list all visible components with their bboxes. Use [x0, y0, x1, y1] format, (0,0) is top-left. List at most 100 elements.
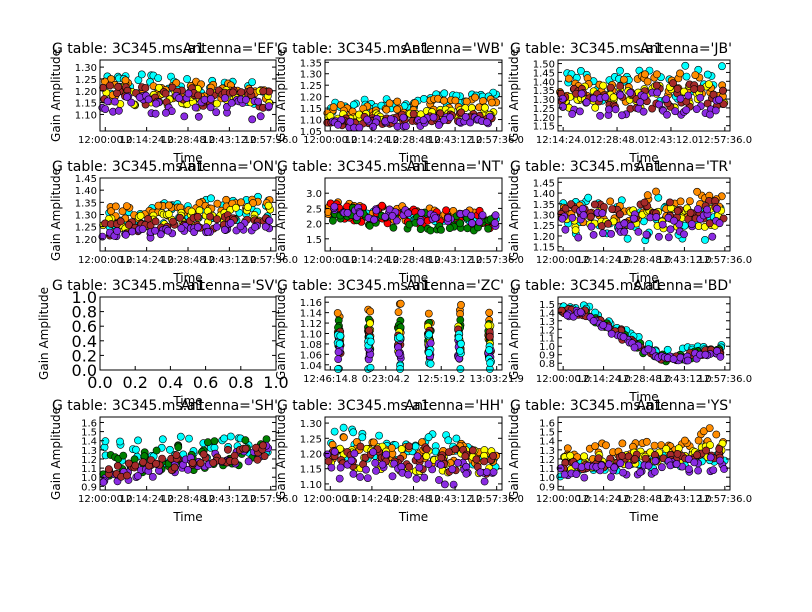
- y-tick-label: 1.14: [300, 309, 322, 320]
- data-point: [256, 112, 265, 121]
- data-point: [690, 458, 699, 467]
- y-tick-label: 1.5: [539, 300, 555, 311]
- x-tick-label: 12:14:24.0: [119, 494, 173, 505]
- data-point: [118, 207, 127, 216]
- data-point: [148, 472, 157, 481]
- data-point: [480, 477, 489, 486]
- y-tick-label: 0.9: [539, 351, 555, 362]
- y-axis-label: Gain Amplitude: [274, 49, 288, 142]
- y-tick-label: 1.1: [539, 334, 555, 345]
- data-point: [393, 105, 401, 114]
- data-point: [350, 449, 359, 458]
- data-point: [591, 442, 599, 450]
- data-point: [362, 465, 370, 474]
- data-point: [396, 299, 405, 308]
- data-point: [356, 473, 364, 481]
- data-point: [589, 317, 598, 325]
- data-point: [589, 94, 598, 103]
- data-point: [336, 331, 345, 340]
- data-point: [626, 88, 635, 97]
- y-axis-label: Gain Amplitude: [37, 287, 51, 380]
- data-point: [366, 319, 374, 328]
- data-point: [115, 106, 123, 115]
- data-point: [346, 117, 355, 126]
- data-point: [188, 458, 197, 467]
- y-tick-label: 2.5: [306, 204, 322, 215]
- data-point: [141, 84, 150, 92]
- y-tick-label: 1.16: [300, 298, 322, 309]
- data-point: [241, 95, 250, 104]
- data-point: [223, 445, 232, 454]
- data-point: [207, 194, 215, 203]
- data-point: [702, 446, 710, 455]
- data-point: [422, 445, 431, 454]
- subplot-antenna: Antenna='EF': [183, 41, 278, 57]
- data-point: [669, 355, 678, 363]
- data-point: [452, 434, 461, 443]
- data-point: [133, 472, 142, 480]
- data-point: [417, 208, 426, 217]
- data-point: [264, 201, 273, 210]
- data-point: [369, 448, 377, 456]
- data-point: [136, 211, 145, 220]
- data-point: [478, 211, 487, 219]
- data-point: [366, 307, 375, 316]
- data-point: [445, 224, 454, 232]
- subplot-12: 0.91.01.11.21.31.41.51.6 12:00:00.012:14:…: [507, 398, 752, 524]
- data-point: [328, 216, 337, 225]
- data-point: [703, 205, 711, 214]
- data-point: [482, 118, 491, 127]
- data-point: [404, 209, 412, 218]
- x-tick-label: 12:00:00.0: [303, 135, 357, 146]
- data-point: [468, 446, 477, 455]
- subplot-antenna: Antenna='TR': [635, 159, 732, 175]
- data-point: [253, 455, 262, 464]
- data-point: [382, 105, 391, 114]
- x-axis-label: Time: [628, 271, 658, 285]
- data-point: [226, 432, 235, 441]
- data-point: [227, 99, 236, 107]
- data-point: [712, 430, 721, 439]
- data-point: [164, 201, 173, 210]
- x-tick-label: 12:43:12.0: [428, 494, 482, 505]
- data-point: [411, 442, 420, 451]
- data-point: [431, 214, 440, 222]
- x-tick-label: 12:28:48.0: [386, 494, 440, 505]
- data-point: [152, 446, 161, 455]
- subplot-antenna: Antenna='ZC': [406, 278, 504, 294]
- data-point: [401, 122, 410, 131]
- x-tick-label: 12:43:12.0: [202, 494, 256, 505]
- data-point: [686, 208, 695, 217]
- x-tick-label: 12:14:24.0: [345, 494, 399, 505]
- y-tick-label: 0.4: [72, 332, 97, 351]
- data-point: [449, 480, 458, 489]
- data-points: [323, 423, 501, 489]
- data-point: [121, 76, 130, 85]
- data-point: [203, 438, 212, 447]
- data-point: [388, 211, 397, 220]
- x-tick-label: 12:43:12.0: [428, 135, 482, 146]
- data-point: [594, 454, 603, 462]
- data-point: [630, 343, 639, 352]
- data-point: [158, 454, 166, 463]
- data-point: [651, 456, 660, 465]
- x-axis-label: Time: [398, 271, 428, 285]
- data-point: [719, 86, 727, 95]
- data-point: [599, 229, 607, 238]
- axes-frame: [99, 296, 277, 371]
- data-point: [572, 470, 581, 478]
- data-point: [212, 99, 221, 108]
- subplot-antenna: Antenna='HH': [405, 398, 504, 414]
- data-point: [616, 66, 624, 75]
- data-point: [653, 70, 661, 79]
- x-tick-label: 12:28:48.0: [617, 374, 671, 385]
- data-point: [134, 76, 143, 84]
- subplot-2: 1.051.101.151.201.251.301.3512:00:00.012…: [274, 41, 524, 165]
- data-point: [705, 424, 714, 432]
- data-point: [249, 199, 257, 207]
- data-point: [671, 107, 680, 116]
- y-tick-label: 1.10: [300, 480, 322, 491]
- data-point: [170, 463, 179, 472]
- data-point: [396, 365, 404, 373]
